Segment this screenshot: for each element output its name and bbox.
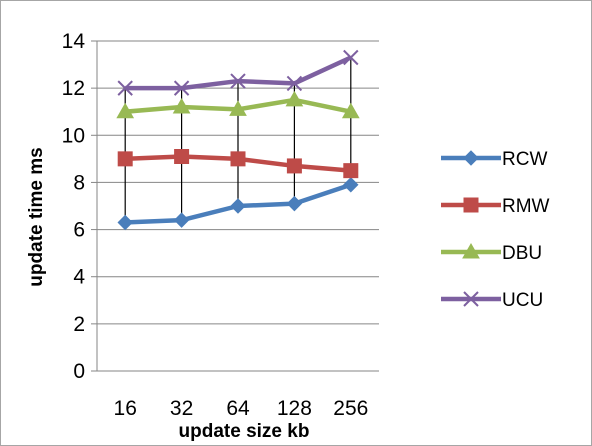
y-tick-labels: 0 2 4 6 8 10 12 14	[62, 30, 86, 383]
y-tick-label: 2	[73, 313, 85, 336]
series-lines	[116, 49, 360, 231]
data-point-rcw	[173, 212, 190, 228]
y-tick-label: 0	[73, 360, 85, 383]
data-point-rmw	[174, 149, 190, 164]
data-point-rcw	[286, 195, 303, 212]
axes	[91, 40, 379, 372]
data-point-ucu	[173, 80, 190, 96]
legend-item-ucu: UCU	[441, 290, 543, 311]
legend: RCW RMW DBU UCU	[441, 149, 550, 311]
data-point-rmw	[343, 163, 359, 179]
x-tick-label: 16	[114, 397, 137, 420]
data-point-rmw	[117, 151, 133, 167]
data-point-ucu	[230, 73, 246, 89]
data-point-rcw	[230, 198, 246, 214]
legend-label: RMW	[502, 196, 550, 217]
legend-item-dbu: DBU	[441, 242, 542, 264]
legend-marker	[463, 291, 479, 307]
x-tick-label: 256	[333, 397, 368, 420]
legend-item-rcw: RCW	[441, 149, 547, 170]
data-point-dbu	[172, 97, 191, 114]
legend-label: RCW	[502, 149, 547, 170]
data-point-rcw	[343, 177, 359, 193]
legend-marker	[462, 242, 480, 259]
y-tick-label: 4	[73, 266, 85, 289]
data-point-rmw	[230, 151, 246, 167]
data-point-dbu	[285, 90, 304, 107]
y-tick-label: 8	[73, 171, 85, 194]
data-point-dbu	[116, 102, 135, 119]
y-tick-label: 10	[62, 124, 85, 147]
legend-marker	[463, 150, 479, 166]
y-tick-label: 14	[62, 30, 86, 53]
legend-label: UCU	[502, 290, 543, 311]
y-tick-label: 12	[62, 77, 85, 100]
y-tick-label: 6	[73, 219, 85, 242]
data-point-dbu	[229, 100, 247, 116]
legend-item-rmw: RMW	[441, 196, 550, 217]
x-tick-label: 64	[226, 397, 250, 420]
data-point-ucu	[117, 80, 133, 96]
data-point-ucu	[286, 75, 303, 92]
data-point-ucu	[343, 49, 359, 66]
x-axis-title: update size kb	[179, 421, 310, 442]
x-tick-label: 128	[277, 397, 312, 420]
data-point-rmw	[286, 158, 302, 174]
legend-label: DBU	[502, 243, 542, 264]
y-axis-title: update time ms	[26, 147, 47, 286]
legend-marker	[463, 197, 479, 213]
data-point-rcw	[117, 214, 133, 231]
x-tick-labels: 16 32 64 128 256	[114, 397, 369, 420]
data-point-dbu	[341, 102, 360, 119]
x-tick-label: 32	[170, 397, 193, 420]
